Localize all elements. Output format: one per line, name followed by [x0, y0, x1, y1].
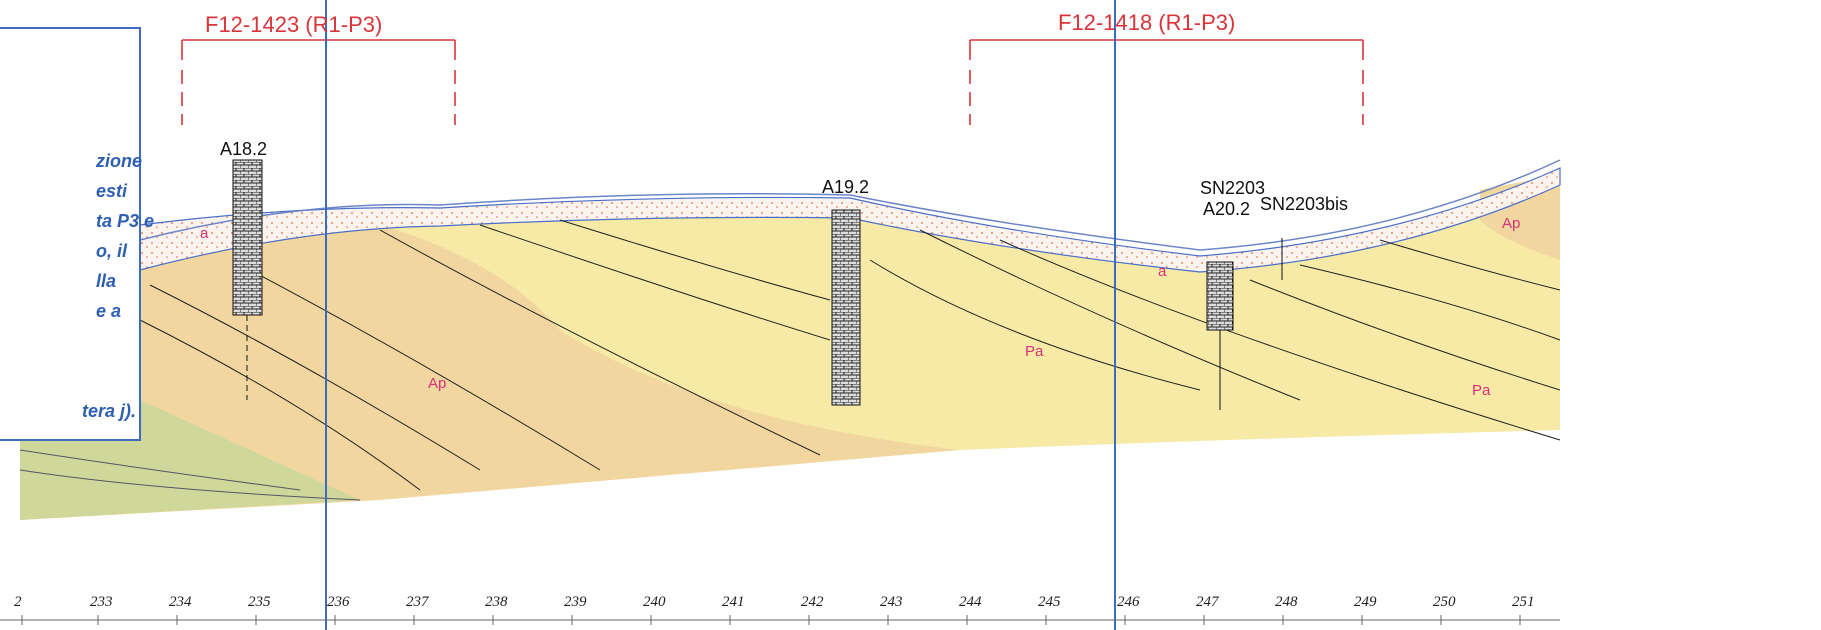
note-text: o, il — [96, 241, 128, 261]
axis-label: 241 — [722, 594, 745, 610]
axis-label: 243 — [880, 594, 903, 610]
borehole-label: A18.2 — [220, 139, 267, 159]
borehole — [832, 210, 860, 405]
unit-label: a — [200, 225, 209, 242]
note-text: esti — [96, 181, 128, 201]
axis-label: 250 — [1433, 594, 1456, 610]
note-text: e a — [96, 301, 121, 321]
axis-label: 238 — [485, 594, 508, 610]
unit-label: Ap — [428, 375, 446, 392]
axis-label: 239 — [564, 594, 587, 610]
note-text: ta P3 e — [96, 211, 154, 231]
note-text: tera j). — [82, 401, 136, 421]
note-box — [0, 28, 140, 440]
borehole-label: A20.2 — [1203, 199, 1250, 219]
axis-label: 249 — [1354, 594, 1377, 610]
axis-label: 237 — [406, 594, 430, 610]
axis-label: 247 — [1196, 594, 1220, 610]
axis-label: 234 — [169, 594, 192, 610]
axis-label: 244 — [959, 594, 982, 610]
axis-label: 246 — [1117, 594, 1140, 610]
borehole-label: SN2203 — [1200, 178, 1265, 198]
brackets — [182, 40, 1363, 125]
section-view: F12-1423 (R1-P3) F12-1418 (R1-P3) A18.2 A19… — [0, 0, 1821, 630]
bracket-label: F12-1423 (R1-P3) — [205, 12, 382, 37]
unit-label: Ap — [1502, 215, 1520, 232]
axis-label: 251 — [1512, 594, 1535, 610]
unit-label: Pa — [1025, 343, 1044, 360]
unit-label: a — [1158, 263, 1167, 280]
axis-label: 248 — [1275, 594, 1298, 610]
axis-label: 2 — [14, 594, 22, 610]
borehole — [1207, 262, 1233, 330]
axis-label: 245 — [1038, 594, 1061, 610]
bracket-label: F12-1418 (R1-P3) — [1058, 10, 1235, 35]
axis-label: 236 — [327, 594, 350, 610]
borehole-label: SN2203bis — [1260, 194, 1348, 214]
axis-label: 235 — [248, 594, 271, 610]
note-text: zione — [95, 151, 142, 171]
unit-label: Pa — [1472, 382, 1491, 399]
borehole-label: A19.2 — [822, 177, 869, 197]
axis-label: 233 — [90, 594, 113, 610]
note-text: lla — [96, 271, 116, 291]
borehole — [233, 160, 262, 315]
axis-label: 242 — [801, 594, 824, 610]
axis-label: 240 — [643, 594, 666, 610]
